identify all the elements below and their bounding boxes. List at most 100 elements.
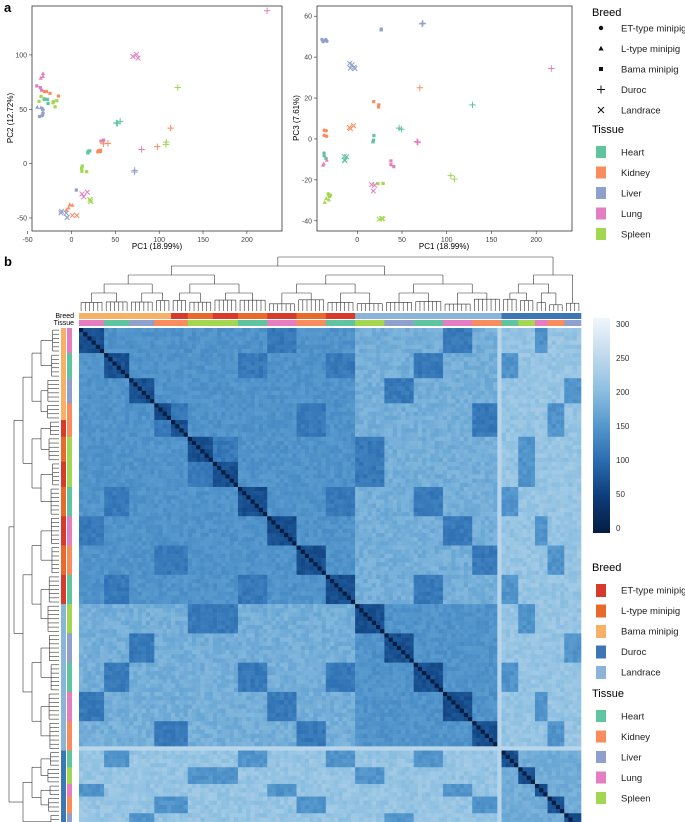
heatmap-cell	[192, 403, 196, 407]
heatmap-cell	[196, 412, 200, 416]
heatmap-cell	[121, 403, 125, 407]
heatmap-cell	[493, 403, 497, 407]
heatmap-cell	[502, 357, 506, 361]
heatmap-cell	[297, 374, 301, 378]
heatmap-cell	[255, 445, 259, 449]
heatmap-cell	[564, 449, 568, 453]
heatmap-cell	[405, 420, 409, 424]
heatmap-cell	[313, 428, 317, 432]
heatmap-cell	[435, 341, 439, 345]
heatmap-cell	[439, 416, 443, 420]
heatmap-cell	[485, 345, 489, 349]
heatmap-cell	[271, 336, 275, 340]
top-breed-annotation	[476, 313, 480, 319]
heatmap-cell	[92, 378, 96, 382]
heatmap-cell	[435, 454, 439, 458]
legend-breed-label: Duroc	[621, 85, 647, 96]
heatmap-cell	[447, 328, 451, 332]
heatmap-cell	[405, 441, 409, 445]
heatmap-cell	[263, 445, 267, 449]
heatmap-cell	[246, 420, 250, 424]
heatmap-cell	[468, 353, 472, 357]
plot2-point	[320, 38, 324, 42]
heatmap-cell	[221, 353, 225, 357]
heatmap-cell	[154, 449, 158, 453]
heatmap-cell	[255, 449, 259, 453]
heatmap-cell	[100, 382, 104, 386]
heatmap-cell	[280, 332, 284, 336]
heatmap-cell	[326, 458, 330, 462]
left-breed-annotation	[61, 738, 66, 742]
heatmap-cell	[372, 370, 376, 374]
top-tissue-annotation	[230, 320, 234, 326]
heatmap-cell	[221, 345, 225, 349]
heatmap-cell	[179, 407, 183, 411]
heatmap-cell	[351, 366, 355, 370]
heatmap-cell	[263, 374, 267, 378]
heatmap-cell	[267, 382, 271, 386]
heatmap-cell	[271, 416, 275, 420]
top-breed-annotation	[192, 313, 196, 319]
heatmap-cell	[464, 403, 468, 407]
left-breed-annotation	[61, 470, 66, 474]
heatmap-cell	[125, 395, 129, 399]
heatmap-cell	[439, 449, 443, 453]
heatmap-cell	[439, 399, 443, 403]
heatmap-cell	[397, 370, 401, 374]
heatmap-cell	[154, 407, 158, 411]
heatmap-cell	[556, 374, 560, 378]
heatmap-cell	[514, 399, 518, 403]
plot2-ytick-label: 20	[304, 96, 312, 103]
heatmap-cell	[87, 403, 91, 407]
heatmap-cell	[481, 437, 485, 441]
heatmap-cell	[213, 433, 217, 437]
heatmap-cell	[184, 345, 188, 349]
top-breed-annotation	[334, 313, 338, 319]
top-breed-annotation	[577, 313, 581, 319]
plot2-point	[414, 138, 420, 144]
heatmap-cell	[384, 449, 388, 453]
heatmap-cell	[79, 445, 83, 449]
heatmap-cell	[435, 445, 439, 449]
heatmap-cell	[485, 454, 489, 458]
heatmap-cell	[347, 349, 351, 353]
heatmap-cell	[414, 357, 418, 361]
heatmap-cell	[460, 395, 464, 399]
heatmap-cell	[330, 441, 334, 445]
top-breed-annotation	[221, 313, 225, 319]
heatmap-cell	[405, 387, 409, 391]
left-tissue-annotation	[67, 441, 72, 445]
heatmap-cell	[175, 449, 179, 453]
heatmap-cell	[188, 424, 192, 428]
heatmap-cell	[309, 382, 313, 386]
heatmap-cell	[179, 437, 183, 441]
heatmap-cell	[184, 341, 188, 345]
heatmap-cell	[121, 366, 125, 370]
left-breed-annotation	[61, 353, 66, 357]
heatmap-cell	[489, 445, 493, 449]
heatmap-cell	[527, 441, 531, 445]
heatmap-cell	[196, 420, 200, 424]
heatmap-cell	[372, 361, 376, 365]
left-tissue-annotation	[67, 562, 72, 566]
heatmap-cell	[251, 361, 255, 365]
heatmap-cell	[175, 387, 179, 391]
panel-label-b: b	[4, 254, 12, 269]
heatmap-cell	[163, 357, 167, 361]
heatmap-cell	[535, 433, 539, 437]
heatmap-cell	[418, 341, 422, 345]
heatmap-cell	[522, 424, 526, 428]
heatmap-cell	[225, 341, 229, 345]
heatmap-cell	[158, 349, 162, 353]
heatmap-cell	[485, 428, 489, 432]
heatmap-cell	[456, 437, 460, 441]
heatmap-cell	[464, 407, 468, 411]
top-tissue-annotation	[213, 320, 217, 326]
heatmap-cell	[263, 428, 267, 432]
heatmap-cell	[376, 420, 380, 424]
heatmap-cell	[79, 391, 83, 395]
heatmap-cell	[334, 374, 338, 378]
plot2-xtick-label: 200	[530, 237, 542, 244]
left-tissue-annotation	[67, 738, 72, 742]
heatmap-cell	[548, 353, 552, 357]
